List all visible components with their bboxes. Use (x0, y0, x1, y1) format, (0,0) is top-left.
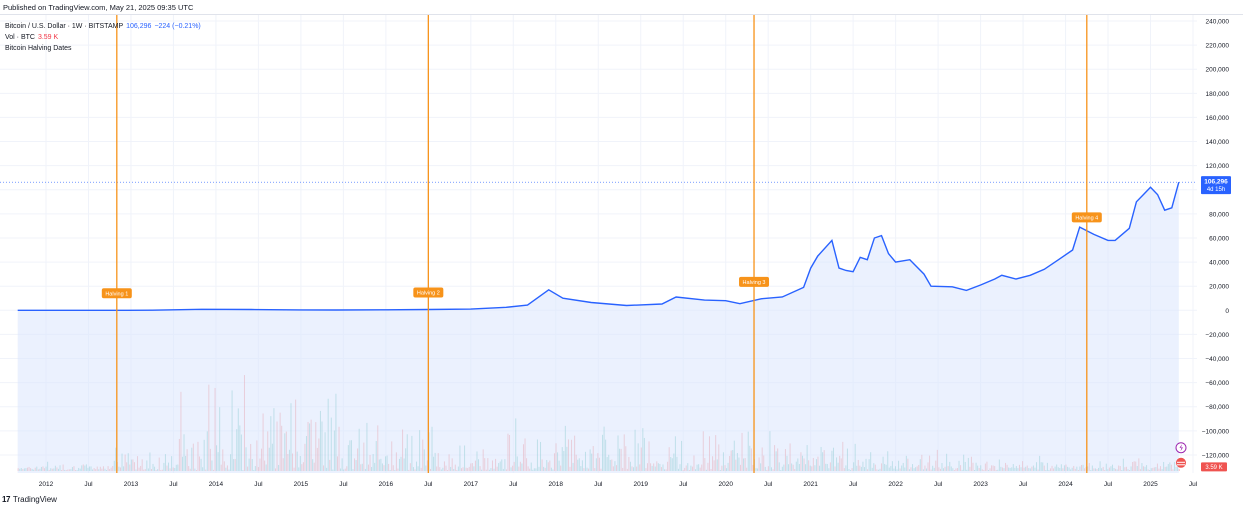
y-tick-label: 40,000 (1209, 260, 1229, 267)
halving-label: Halving 2 (417, 291, 440, 297)
x-tick-label: 2022 (888, 481, 903, 488)
x-tick-label: 2017 (464, 481, 479, 488)
y-tick-label: 240,000 (1206, 19, 1230, 26)
x-tick-label: Jul (509, 481, 518, 488)
y-tick-label: −100,000 (1202, 428, 1230, 435)
legend-indicator-row[interactable]: Bitcoin Halving Dates (5, 43, 201, 54)
x-tick-label: 2019 (634, 481, 649, 488)
published-caption: Published on TradingView.com, May 21, 20… (3, 3, 194, 12)
price-chart[interactable]: Halving 1 Halving 2 Halving 3 Halving 4 240,… (0, 15, 1243, 491)
x-tick-label: 2023 (973, 481, 988, 488)
legend-symbol-row[interactable]: Bitcoin / U.S. Dollar · 1W · BITSTAMP 106… (5, 21, 201, 32)
y-tick-label: 20,000 (1209, 284, 1229, 291)
volume-bar (1178, 469, 1180, 471)
x-tick-label: Jul (594, 481, 603, 488)
y-tick-label: 0 (1225, 308, 1229, 315)
x-tick-label: Jul (934, 481, 943, 488)
legend-vol-label: Vol · BTC (5, 34, 35, 41)
flag-stripe (1177, 461, 1185, 463)
legend-volume-row[interactable]: Vol · BTC 3.59 K (5, 32, 201, 43)
halving-label: Halving 3 (743, 280, 766, 286)
chart-frame[interactable]: Halving 1 Halving 2 Halving 3 Halving 4 240,… (0, 14, 1243, 490)
lightning-bolt-shape (1179, 444, 1183, 452)
halving-badge (101, 288, 132, 299)
y-tick-label: 80,000 (1209, 211, 1229, 218)
y-tick-label: −120,000 (1202, 452, 1230, 459)
x-tick-label: 2021 (803, 481, 818, 488)
x-tick-label: Jul (1189, 481, 1198, 488)
legend-vol-value: 3.59 K (37, 34, 59, 41)
y-tick-label: 180,000 (1206, 91, 1230, 98)
halving-label: Halving 1 (105, 291, 128, 297)
x-tick-label: 2014 (209, 481, 224, 488)
y-tick-label: 220,000 (1206, 43, 1230, 50)
flag-stripe (1177, 464, 1185, 466)
x-tick-label: 2024 (1058, 481, 1073, 488)
x-tick-label: Jul (764, 481, 773, 488)
price-line (17, 182, 1180, 311)
halving-badge (413, 287, 444, 298)
x-tick-label: Jul (1019, 481, 1028, 488)
chart-legend: Bitcoin / U.S. Dollar · 1W · BITSTAMP 106… (5, 21, 201, 54)
halving-badge (1071, 212, 1102, 223)
footer-branding: 17 TradingView (2, 495, 57, 504)
x-tick-label: Jul (424, 481, 433, 488)
tradingview-logo-icon: 17 (2, 495, 10, 504)
x-tick-label: Jul (1104, 481, 1113, 488)
legend-indicator: Bitcoin Halving Dates (5, 45, 72, 52)
legend-symbol: Bitcoin / U.S. Dollar · 1W · BITSTAMP (5, 23, 124, 30)
y-tick-label: −60,000 (1205, 380, 1229, 387)
volume-badge-text: 3.59 K (1205, 465, 1222, 471)
x-tick-label: Jul (849, 481, 858, 488)
x-tick-label: 2016 (379, 481, 394, 488)
y-tick-label: 160,000 (1206, 115, 1230, 122)
last-price-text: 106,296 (1204, 179, 1228, 186)
y-tick-label: −80,000 (1205, 404, 1229, 411)
y-tick-label: 140,000 (1206, 139, 1230, 146)
x-tick-label: 2013 (124, 481, 139, 488)
countdown-text: 4d 15h (1207, 187, 1225, 193)
y-tick-label: 120,000 (1206, 163, 1230, 170)
halving-label: Halving 4 (1075, 216, 1098, 222)
legend-change: −224 (−0.21%) (154, 23, 201, 30)
x-tick-label: Jul (169, 481, 178, 488)
x-tick-label: 2020 (718, 481, 733, 488)
y-tick-label: −40,000 (1205, 356, 1229, 363)
y-tick-label: −20,000 (1205, 332, 1229, 339)
x-tick-label: Jul (339, 481, 348, 488)
x-tick-label: Jul (84, 481, 93, 488)
x-tick-label: 2018 (549, 481, 564, 488)
x-tick-label: Jul (254, 481, 263, 488)
y-tick-label: 60,000 (1209, 235, 1229, 242)
x-tick-label: Jul (679, 481, 688, 488)
volume-badge (1201, 462, 1227, 472)
legend-last-price: 106,296 (126, 23, 152, 30)
y-tick-label: 200,000 (1206, 67, 1230, 74)
last-price-badge (1201, 176, 1231, 195)
x-tick-label: 2012 (39, 481, 54, 488)
x-tick-label: 2025 (1143, 481, 1158, 488)
footer-brand-text: TradingView (12, 495, 57, 504)
x-tick-label: 2015 (294, 481, 309, 488)
price-area (17, 182, 1179, 473)
halving-badge (739, 276, 770, 287)
